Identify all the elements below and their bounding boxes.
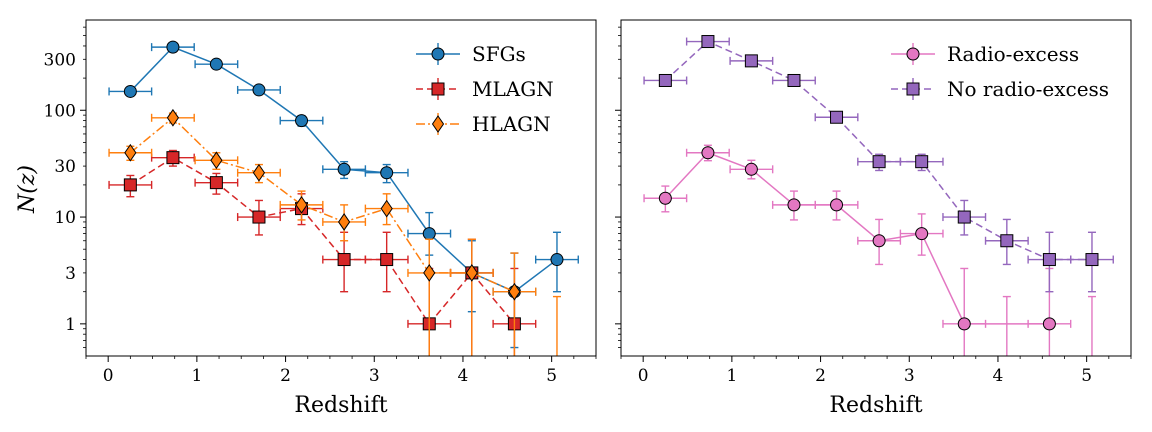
data-point bbox=[1000, 234, 1014, 248]
legend-label: No radio-excess bbox=[947, 77, 1109, 101]
data-point bbox=[830, 198, 844, 212]
data-point bbox=[252, 210, 266, 224]
legend-item: HLAGN bbox=[416, 112, 551, 136]
data-point bbox=[658, 73, 672, 87]
x-tick-label: 3 bbox=[369, 366, 380, 386]
legend: Radio-excess No radio-excess bbox=[891, 42, 1109, 101]
data-point bbox=[701, 146, 715, 160]
y-tick-label: 10 bbox=[54, 208, 76, 228]
x-tick-label: 0 bbox=[103, 366, 114, 386]
data-point bbox=[124, 143, 137, 162]
data-point bbox=[658, 191, 672, 205]
series-radio-excess bbox=[643, 144, 1096, 356]
data-point bbox=[550, 253, 564, 267]
data-point bbox=[166, 108, 180, 127]
data-point bbox=[380, 166, 394, 180]
data-point bbox=[465, 264, 478, 282]
data-point bbox=[830, 110, 844, 124]
x-tick-label: 0 bbox=[638, 366, 649, 386]
legend-item: SFGs bbox=[416, 42, 526, 66]
data-point bbox=[915, 227, 929, 241]
plot-frame bbox=[85, 19, 597, 357]
data-point bbox=[508, 282, 521, 301]
data-point bbox=[957, 210, 971, 224]
x-tick-label: 1 bbox=[726, 366, 737, 386]
x-tick-label: 4 bbox=[458, 366, 469, 386]
legend-marker bbox=[906, 47, 920, 61]
y-tick-label: 30 bbox=[54, 157, 76, 177]
legend-marker bbox=[431, 115, 445, 133]
data-point bbox=[295, 196, 308, 214]
data-point bbox=[210, 151, 223, 170]
right-panel: 0 1 2 3 4 5 Redshift Radio-excess No radio-exces… bbox=[615, 19, 1132, 418]
data-point bbox=[337, 162, 351, 176]
data-point bbox=[252, 163, 266, 182]
data-point bbox=[380, 253, 394, 267]
x-tick-label: 5 bbox=[1081, 366, 1092, 386]
data-point bbox=[872, 234, 886, 248]
data-point bbox=[423, 264, 436, 282]
series-no-radio-excess bbox=[643, 35, 1114, 293]
data-point bbox=[872, 155, 886, 169]
x-tick-label: 1 bbox=[191, 366, 202, 386]
y-tick-label: 3 bbox=[65, 264, 76, 284]
x-tick-label: 3 bbox=[904, 366, 915, 386]
series-hlagn bbox=[108, 108, 561, 356]
legend-item: No radio-excess bbox=[891, 77, 1109, 101]
y-axis-title: N(z) bbox=[15, 165, 40, 214]
x-tick-label: 2 bbox=[280, 366, 291, 386]
left-panel: 0 1 2 3 4 5 1 3 10 30 100 300 Redshift SFGs MLAGN HLAGN bbox=[44, 19, 597, 418]
data-point bbox=[1085, 253, 1099, 267]
legend-label: SFGs bbox=[472, 42, 526, 66]
series-line bbox=[129, 116, 515, 293]
x-tick-label: 2 bbox=[815, 366, 826, 386]
data-point bbox=[123, 84, 137, 98]
data-point bbox=[422, 227, 436, 241]
data-point bbox=[337, 253, 351, 267]
series-line bbox=[129, 156, 515, 326]
data-point bbox=[209, 57, 223, 71]
legend-marker bbox=[431, 47, 445, 61]
legend-item: Radio-excess bbox=[891, 42, 1079, 66]
data-point bbox=[209, 176, 223, 190]
data-point bbox=[787, 73, 801, 87]
legend-label: Radio-excess bbox=[947, 42, 1079, 66]
data-point bbox=[1042, 253, 1056, 267]
data-point bbox=[295, 114, 309, 128]
plot-frame bbox=[620, 19, 1132, 357]
x-axis-title: Redshift bbox=[829, 393, 922, 418]
y-tick-label: 100 bbox=[44, 101, 76, 121]
data-point bbox=[166, 151, 180, 165]
data-point bbox=[915, 155, 929, 169]
data-point bbox=[252, 83, 266, 97]
data-point bbox=[166, 40, 180, 54]
data-point bbox=[1042, 317, 1056, 331]
y-tick-label: 300 bbox=[44, 50, 76, 70]
x-tick-label: 5 bbox=[546, 366, 557, 386]
data-point bbox=[744, 162, 758, 176]
data-point bbox=[380, 199, 393, 218]
data-point bbox=[123, 178, 137, 192]
data-point bbox=[701, 35, 715, 49]
data-point bbox=[337, 213, 351, 231]
data-point bbox=[787, 198, 801, 212]
legend-item: MLAGN bbox=[416, 77, 554, 101]
y-tick-label: 1 bbox=[65, 315, 76, 335]
legend-marker bbox=[906, 82, 920, 96]
x-tick-label: 4 bbox=[993, 366, 1004, 386]
legend-marker bbox=[431, 82, 445, 96]
legend-label: MLAGN bbox=[472, 77, 554, 101]
data-point bbox=[957, 317, 971, 331]
legend-label: HLAGN bbox=[472, 112, 551, 136]
x-axis-title: Redshift bbox=[294, 393, 387, 418]
legend: SFGs MLAGN HLAGN bbox=[416, 42, 554, 136]
data-point bbox=[744, 54, 758, 68]
